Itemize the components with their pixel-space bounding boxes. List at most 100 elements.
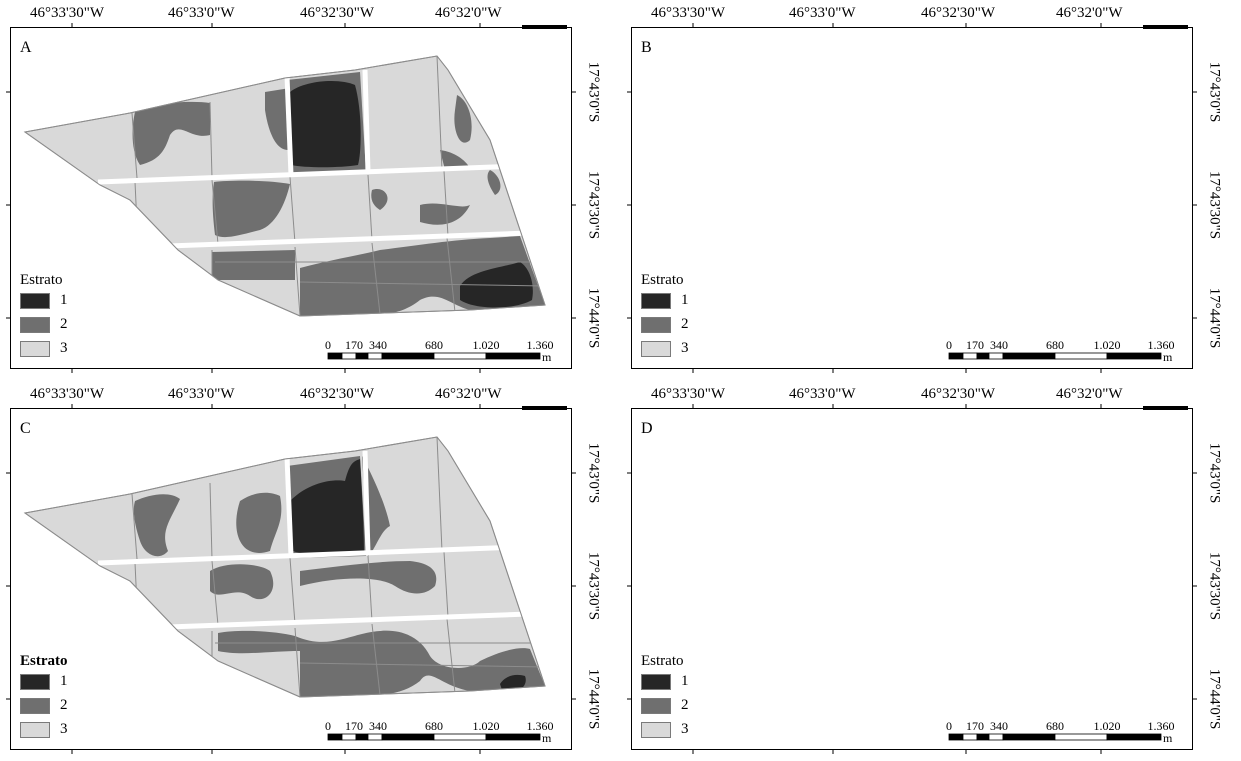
longitude-label: 46°32'0"W — [1056, 5, 1123, 21]
map-svg — [6, 23, 576, 373]
latitude-label: 17°43'0"S — [585, 61, 602, 123]
plot-boundary — [367, 555, 373, 622]
map-panel-b: B 46°33'30"W 46°33'0"W 46°32'30"W 46°32'0"W 1… — [621, 0, 1241, 380]
stratum-1-zone — [909, 100, 986, 170]
longitude-label: 46°33'30"W — [651, 5, 725, 21]
longitude-label: 46°33'30"W — [30, 386, 104, 402]
legend-label: 3 — [60, 721, 68, 737]
legend-swatch-2 — [641, 698, 671, 714]
map-frame — [631, 408, 1193, 750]
stratum-2-zone — [1016, 244, 1054, 261]
map-svg — [627, 23, 1197, 373]
stratum-2-zone — [236, 492, 282, 553]
legend-swatch-1 — [641, 293, 671, 309]
stratum-2-zone — [981, 457, 1006, 553]
legend-label: 3 — [681, 721, 689, 737]
scale-unit: m — [542, 731, 552, 745]
stratum-1-zone — [912, 481, 985, 549]
frame-corner-bar — [1143, 406, 1188, 410]
plot-boundary — [436, 437, 443, 552]
stratum-2-zone — [1036, 630, 1061, 649]
legend-swatch-2 — [641, 317, 671, 333]
latitude-label: 17°44'0"S — [585, 668, 602, 730]
stratum-2-zone — [487, 170, 501, 195]
scale-tick-label: 340 — [990, 719, 1008, 733]
stratum-2-zone — [210, 564, 274, 600]
latitude-label: 17°43'0"S — [1206, 61, 1223, 123]
plot-boundary — [211, 560, 219, 626]
legend-label: 2 — [681, 697, 689, 713]
legend-title: Estrato — [20, 272, 63, 288]
plot-boundary — [367, 174, 373, 241]
scale-segment — [976, 733, 990, 741]
legend-swatch-1 — [20, 674, 50, 690]
legend-swatch-3 — [641, 722, 671, 738]
scale-segment — [355, 733, 369, 741]
scale-segment — [381, 352, 435, 360]
legend-title: Estrato — [641, 653, 684, 669]
scale-tick-label: 0 — [946, 719, 952, 733]
map-frame — [10, 27, 572, 369]
legend-swatch-1 — [20, 293, 50, 309]
legend-label: 2 — [681, 316, 689, 332]
scale-tick-label: 170 — [966, 719, 984, 733]
stratum-2-zone — [454, 95, 472, 143]
plot-boundary — [209, 482, 213, 560]
map-frame — [631, 27, 1193, 369]
plot-boundary — [371, 242, 381, 315]
scale-tick-label: 170 — [966, 338, 984, 352]
stratum-2-zone — [856, 88, 906, 171]
plot-boundary — [371, 623, 381, 696]
map-panel-d: D 46°33'30"W 46°33'0"W 46°32'30"W 46°32'0"W 1… — [621, 381, 1241, 761]
stratum-2-zone — [921, 669, 996, 699]
legend-title: Estrato — [20, 653, 68, 669]
longitude-label: 46°33'0"W — [168, 5, 235, 21]
scale-segment — [433, 352, 487, 360]
scale-segment — [948, 352, 964, 360]
stratum-1-zone — [1141, 664, 1166, 687]
stratum-2-zone — [750, 114, 801, 173]
map-panel-a: A 46°33'30"W 46°33'0"W 46°32'30"W 46°32'0"W 1… — [0, 0, 620, 380]
scale-segment — [1002, 733, 1056, 741]
legend-label: 2 — [60, 697, 68, 713]
plot-boundary — [443, 551, 449, 618]
road — [167, 230, 531, 249]
frame-corner-bar — [1143, 25, 1188, 29]
scale-segment — [948, 733, 964, 741]
longitude-label: 46°33'30"W — [30, 5, 104, 21]
stratum-2-zone — [371, 189, 388, 210]
stratum-2-zone — [420, 203, 470, 225]
scale-segment — [1054, 352, 1108, 360]
plot-boundary — [446, 618, 456, 694]
map-svg — [6, 404, 576, 754]
latitude-label: 17°43'30"S — [585, 170, 602, 240]
longitude-label: 46°32'30"W — [300, 5, 374, 21]
longitude-label: 46°33'0"W — [789, 386, 856, 402]
scale-tick-label: 680 — [425, 338, 443, 352]
scale-segment — [1106, 352, 1162, 360]
scale-segment — [485, 733, 541, 741]
plot-boundary — [299, 281, 545, 287]
scale-tick-label: 1.360 — [1147, 719, 1175, 733]
stratum-2-zone — [914, 172, 1058, 218]
plot-boundary — [289, 176, 296, 244]
plot-boundary — [299, 662, 545, 668]
road — [97, 544, 521, 566]
scale-tick-label: 340 — [990, 338, 1008, 352]
scale-tick-label: 1.020 — [472, 338, 500, 352]
panel-label: B — [641, 39, 652, 56]
stratum-2-zone — [906, 456, 988, 556]
scale-tick-label: 0 — [325, 719, 331, 733]
latitude-label: 17°43'0"S — [585, 442, 602, 504]
stratum-2-zone — [133, 494, 180, 557]
stratum-2-zone — [212, 250, 295, 280]
legend-label: 1 — [60, 292, 68, 308]
stratum-2-zone — [440, 150, 470, 170]
scale-tick-label: 680 — [425, 719, 443, 733]
stratum-2-zone — [984, 70, 1004, 172]
latitude-label: 17°43'30"S — [1206, 551, 1223, 621]
frame-corner-bar — [522, 406, 567, 410]
legend-label: 1 — [681, 292, 689, 308]
scale-unit: m — [1163, 731, 1173, 745]
scale-tick-label: 1.020 — [472, 719, 500, 733]
